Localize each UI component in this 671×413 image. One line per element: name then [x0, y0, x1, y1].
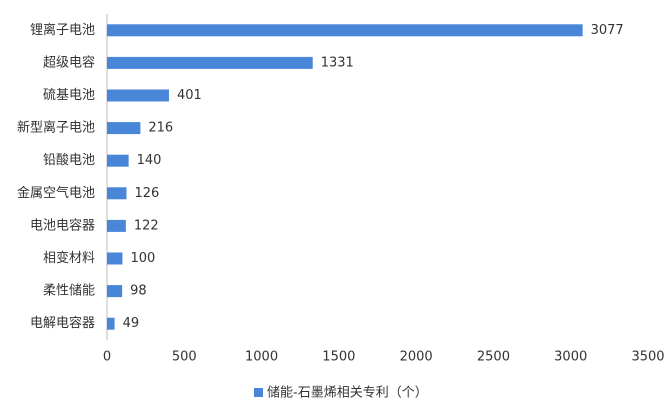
y-tick-label: 电池电容器: [30, 217, 95, 233]
y-tick-label: 超级电容: [43, 54, 95, 70]
x-tick-label: 2500: [477, 350, 510, 365]
bar: [107, 24, 583, 37]
value-label: 100: [130, 251, 155, 266]
value-label: 140: [137, 153, 162, 168]
y-tick-label: 锂离子电池: [30, 22, 95, 38]
x-tick-label: 3500: [631, 350, 664, 365]
x-tick-label: 2000: [400, 350, 433, 365]
y-tick-label: 铅酸电池: [43, 153, 95, 168]
bar: [107, 317, 115, 330]
y-tick-label: 硫基电池: [43, 88, 95, 103]
bar: [107, 89, 169, 102]
y-tick-label: 电解电容器: [30, 315, 95, 331]
value-label: 216: [148, 121, 173, 136]
bar: [107, 285, 123, 298]
value-label: 126: [134, 186, 159, 201]
value-label: 98: [130, 284, 147, 299]
y-tick-label: 金属空气电池: [17, 185, 95, 201]
x-tick-label: 0: [103, 350, 111, 365]
value-label: 49: [123, 316, 140, 331]
bar: [107, 187, 127, 200]
bar: [107, 252, 123, 265]
value-label: 401: [177, 88, 202, 103]
bar: [107, 56, 313, 69]
legend-label: 储能-石墨烯相关专利（个）: [267, 386, 428, 401]
x-tick-label: 1500: [322, 350, 355, 365]
value-label: 122: [134, 218, 159, 233]
bar: [107, 154, 129, 167]
x-tick-label: 500: [172, 350, 197, 365]
bar: [107, 122, 141, 135]
x-tick-label: 3000: [554, 350, 587, 365]
legend-swatch: [254, 388, 263, 397]
x-tick-label: 1000: [245, 350, 278, 365]
value-label: 3077: [591, 23, 624, 38]
bar: [107, 219, 126, 232]
y-tick-label: 柔性储能: [43, 284, 95, 299]
y-tick-label: 新型离子电池: [17, 120, 95, 136]
value-label: 1331: [321, 55, 354, 70]
y-tick-label: 相变材料: [43, 250, 95, 266]
